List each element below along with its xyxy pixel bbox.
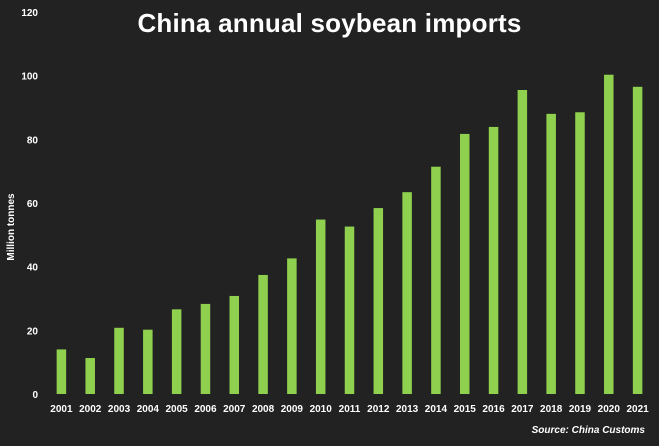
bar-2003 xyxy=(114,328,124,394)
bar-2021 xyxy=(633,87,643,394)
x-tick-label: 2016 xyxy=(482,404,505,415)
y-tick-label: 80 xyxy=(27,135,39,146)
x-tick-label: 2013 xyxy=(396,404,419,415)
bar-2004 xyxy=(143,330,153,394)
x-tick-label: 2001 xyxy=(50,404,73,415)
x-tick-label: 2014 xyxy=(425,404,448,415)
x-tick-label: 2003 xyxy=(108,404,131,415)
x-tick-label: 2002 xyxy=(79,404,102,415)
bar-2014 xyxy=(431,167,441,394)
bar-2015 xyxy=(460,134,470,394)
x-tick-label: 2004 xyxy=(137,404,160,415)
bar-2012 xyxy=(374,208,384,394)
bar-2016 xyxy=(489,127,499,394)
x-tick-label: 2006 xyxy=(194,404,217,415)
x-tick-label: 2009 xyxy=(281,404,304,415)
bar-2007 xyxy=(230,296,240,394)
x-tick-label: 2008 xyxy=(252,404,275,415)
x-tick-label: 2017 xyxy=(511,404,534,415)
bar-2018 xyxy=(546,114,556,394)
bar-2020 xyxy=(604,75,614,394)
source-note: Source: China Customs xyxy=(532,425,645,436)
x-tick-label: 2018 xyxy=(540,404,563,415)
bar-2009 xyxy=(287,258,297,394)
x-tick-label: 2005 xyxy=(166,404,189,415)
y-tick-label: 120 xyxy=(21,8,38,19)
y-tick-label: 100 xyxy=(21,72,38,83)
y-tick-label: 60 xyxy=(27,199,39,210)
bar-2017 xyxy=(518,90,528,394)
x-tick-label: 2010 xyxy=(310,404,333,415)
bar-2001 xyxy=(57,349,67,394)
x-tick-label: 2011 xyxy=(339,404,361,415)
bar-2006 xyxy=(201,304,211,394)
bar-2005 xyxy=(172,309,182,394)
x-tick-label: 2012 xyxy=(367,404,390,415)
y-tick-label: 20 xyxy=(27,326,39,337)
bar-2011 xyxy=(345,227,355,394)
x-tick-label: 2007 xyxy=(223,404,246,415)
y-tick-label: 40 xyxy=(27,263,39,274)
x-tick-label: 2021 xyxy=(626,404,649,415)
y-tick-label: 0 xyxy=(32,390,38,401)
bar-2008 xyxy=(258,275,268,394)
bar-2002 xyxy=(85,358,95,394)
bar-2010 xyxy=(316,220,326,394)
x-tick-label: 2020 xyxy=(598,404,621,415)
x-tick-label: 2015 xyxy=(454,404,477,415)
bar-2019 xyxy=(575,112,585,394)
bar-2013 xyxy=(402,192,412,394)
x-tick-label: 2019 xyxy=(569,404,592,415)
